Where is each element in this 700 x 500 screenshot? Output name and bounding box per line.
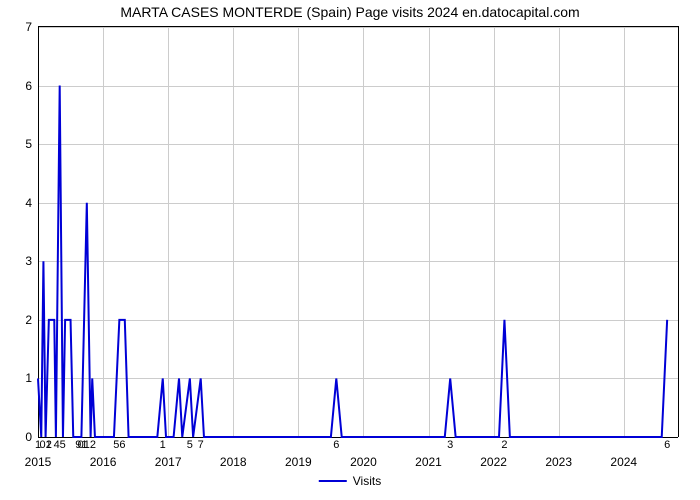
line-series: [38, 27, 678, 437]
legend-swatch: [319, 480, 347, 482]
x-data-label: 5: [187, 437, 193, 451]
chart-title: MARTA CASES MONTERDE (Spain) Page visits…: [0, 4, 700, 20]
chart-legend: Visits: [319, 474, 381, 488]
x-data-label: 012: [78, 437, 96, 451]
y-tick-label: 7: [25, 20, 38, 34]
x-year-label: 2020: [350, 437, 377, 469]
x-data-label: 6: [333, 437, 339, 451]
y-tick-label: 3: [25, 254, 38, 268]
y-tick-label: 4: [25, 196, 38, 210]
y-tick-label: 5: [25, 137, 38, 151]
legend-label: Visits: [353, 474, 381, 488]
x-data-label: 2: [46, 437, 52, 451]
x-data-label: 2: [501, 437, 507, 451]
x-year-label: 2023: [545, 437, 572, 469]
x-data-label: 3: [447, 437, 453, 451]
visits-chart: MARTA CASES MONTERDE (Spain) Page visits…: [0, 0, 700, 500]
x-data-label: 45: [54, 437, 66, 451]
y-tick-label: 6: [25, 79, 38, 93]
y-tick-label: 2: [25, 313, 38, 327]
x-year-label: 2019: [285, 437, 312, 469]
x-data-label: 7: [198, 437, 204, 451]
plot-area: 0123456720152016201720182019202020212022…: [38, 26, 679, 437]
x-year-label: 2024: [610, 437, 637, 469]
x-year-label: 2018: [220, 437, 247, 469]
x-year-label: 2021: [415, 437, 442, 469]
y-tick-label: 1: [25, 371, 38, 385]
x-data-label: 6: [664, 437, 670, 451]
x-data-label: 1: [160, 437, 166, 451]
x-data-label: 56: [113, 437, 125, 451]
